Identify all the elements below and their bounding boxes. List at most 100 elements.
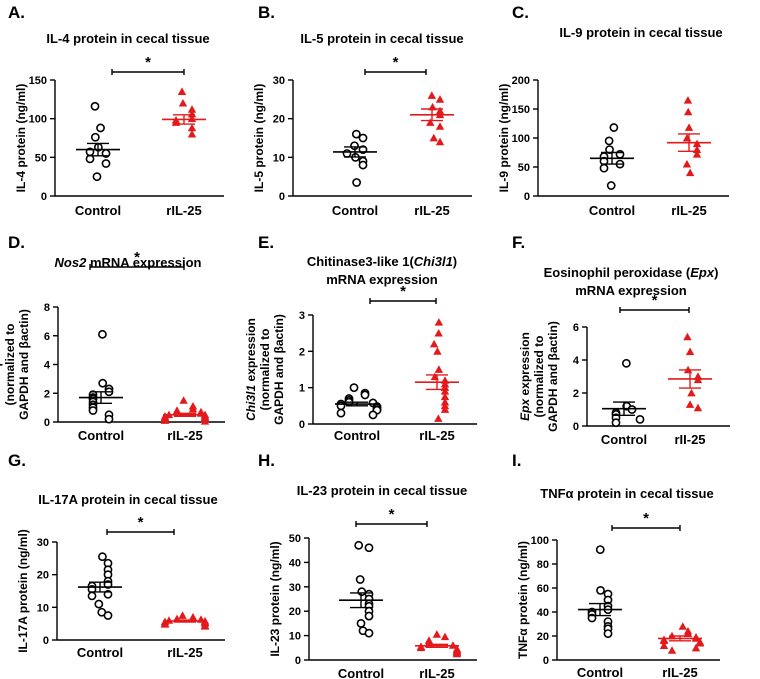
series-treatment (668, 332, 712, 412)
data-point (611, 418, 621, 428)
significance-star: * (400, 283, 406, 300)
series-control (78, 552, 122, 620)
data-point (430, 372, 440, 381)
chart-title: IL-9 protein in cecal tissue (559, 25, 722, 40)
data-point (357, 587, 367, 597)
data-point (683, 332, 692, 341)
panel-b: B. IL-5 protein in cecal tissue 0 10 20 30 IL-… (252, 3, 472, 218)
data-point (427, 91, 437, 99)
y-tick-label: 3 (299, 310, 305, 322)
y-tick-label: 0 (573, 421, 579, 433)
data-point (178, 99, 188, 107)
data-point (368, 410, 378, 420)
y-label-italic: Chi3l1 (244, 385, 258, 421)
y-tick-label: 2 (573, 388, 579, 400)
data-point (621, 358, 631, 368)
title-part: ) (453, 254, 457, 269)
data-point (635, 414, 645, 424)
data-point (440, 632, 450, 641)
significance-star: * (393, 54, 399, 71)
data-point (693, 403, 703, 412)
panel-label: D. (8, 233, 25, 252)
data-point (440, 392, 450, 401)
y-tick-label: 100 (29, 114, 47, 126)
data-point (687, 388, 696, 397)
data-point (101, 159, 111, 168)
panel-h: H. IL-23 protein in cecal tissue 0 10 20 30 40… (258, 451, 477, 679)
title-part: TNFα protein in cecal tissue (540, 486, 713, 501)
data-point (364, 543, 374, 553)
significance-star: * (134, 249, 140, 266)
title-part: mRNA expression (575, 283, 687, 298)
data-point (429, 133, 438, 142)
y-tick-label: 2 (44, 388, 50, 400)
data-point (615, 149, 625, 159)
data-point (685, 400, 695, 408)
data-point (179, 396, 188, 404)
data-point (187, 129, 197, 138)
data-point (440, 405, 450, 413)
y-tick-label: 0 (43, 635, 49, 647)
y-label-rest: expression (518, 332, 532, 399)
y-axis-label: GAPDH and βactin) (546, 321, 560, 432)
panel-e: E.Chitinase3-like 1(Chi3l1)mRNA expressi… (244, 233, 477, 443)
data-point (434, 328, 443, 337)
data-point (200, 622, 210, 630)
data-point (103, 611, 113, 620)
y-tick-label: 6 (573, 322, 579, 334)
y-tick-label: 30 (289, 582, 301, 594)
data-point (177, 87, 187, 95)
y-tick-label: 150 (29, 75, 47, 87)
y-tick-label: 6 (44, 331, 50, 343)
x-category-label: rII-25 (674, 432, 705, 447)
y-tick-label: 40 (537, 607, 549, 619)
data-point (98, 378, 108, 388)
title-part: Chi3l1 (414, 254, 453, 269)
data-point (609, 123, 619, 132)
data-point (364, 628, 374, 638)
y-tick-label: 100 (531, 535, 549, 547)
data-point (349, 383, 359, 393)
data-point (94, 599, 104, 609)
series-control (333, 129, 377, 187)
data-point (433, 347, 442, 355)
data-point (678, 622, 687, 630)
y-tick-label: 8 (44, 302, 50, 314)
chart-title: mRNA expression (575, 283, 687, 298)
data-point (434, 365, 444, 373)
y-tick-label: 20 (273, 114, 285, 126)
x-category-label: Control (589, 203, 635, 218)
chart-title: IL-4 protein in cecal tissue (46, 31, 209, 46)
y-tick-label: 1 (299, 383, 305, 395)
panel-label: I. (512, 451, 521, 470)
y-tick-label: 0 (299, 419, 305, 431)
y-tick-label: 20 (289, 606, 301, 618)
y-tick-label: 10 (37, 602, 49, 614)
data-point (603, 629, 613, 638)
significance-star: * (652, 292, 658, 309)
data-point (104, 414, 114, 424)
data-point (604, 136, 614, 146)
x-category-label: rIL-25 (414, 203, 449, 218)
x-category-label: rIL-25 (662, 665, 697, 679)
data-point (434, 414, 443, 422)
y-tick-label: 20 (37, 570, 49, 582)
y-tick-label: 200 (512, 75, 530, 87)
y-axis-label: (normalized to (258, 328, 272, 410)
title-part: Chitinase3-like 1( (307, 254, 415, 269)
data-point (684, 107, 693, 116)
y-tick-label: 50 (289, 533, 301, 545)
title-part: Eosinophil peroxidase ( (544, 265, 691, 280)
title-part: IL-5 protein in cecal tissue (300, 31, 463, 46)
y-tick-label: 30 (37, 537, 49, 549)
data-point (187, 105, 197, 113)
x-category-label: rIL-25 (419, 666, 454, 679)
data-point (599, 163, 609, 173)
x-category-label: rIL-25 (167, 428, 202, 443)
data-point (691, 643, 701, 652)
significance-star: * (643, 510, 649, 527)
series-control (79, 329, 123, 424)
y-tick-label: 0 (524, 191, 530, 203)
data-point (187, 123, 197, 132)
title-part: IL-23 protein in cecal tissue (297, 483, 468, 498)
